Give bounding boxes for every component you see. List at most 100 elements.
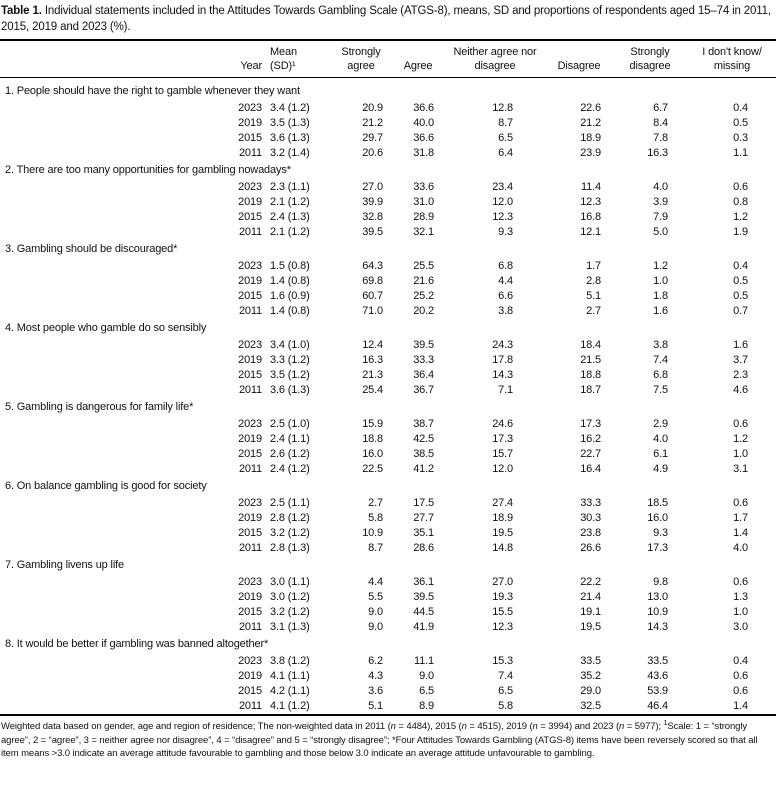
cell-strongly-disagree: 14.3 <box>647 621 668 633</box>
cell-mean-sd: 2.4 (1.3) <box>270 211 310 223</box>
cell-strongly-agree: 16.0 <box>362 448 383 460</box>
cell-year: 2019 <box>238 512 262 524</box>
cell-strongly-disagree: 4.0 <box>653 181 668 193</box>
cell-strongly-disagree: 1.8 <box>653 290 668 302</box>
cell-neither: 12.3 <box>492 621 513 633</box>
table-row: 2019 2.1 (1.2) 39.9 31.0 12.0 12.3 3.9 0.8 <box>0 195 776 210</box>
cell-dont-know: 1.9 <box>733 226 748 238</box>
cell-strongly-disagree: 5.0 <box>653 226 668 238</box>
cell-strongly-disagree: 9.8 <box>653 576 668 588</box>
cell-disagree: 22.2 <box>580 576 601 588</box>
statement-text: 7. Gambling livens up life <box>5 559 124 571</box>
cell-mean-sd: 2.5 (1.1) <box>270 497 310 509</box>
statement-row: 8. It would be better if gambling was ba… <box>0 635 776 652</box>
cell-dont-know: 3.0 <box>733 621 748 633</box>
cell-mean-sd: 2.5 (1.0) <box>270 418 310 430</box>
cell-year: 2011 <box>238 384 262 396</box>
table-row: 2015 3.6 (1.3) 29.7 36.6 6.5 18.9 7.8 0.3 <box>0 131 776 146</box>
statement-spacer <box>0 669 232 684</box>
cell-strongly-disagree: 7.8 <box>653 132 668 144</box>
cell-dont-know: 1.0 <box>733 606 748 618</box>
cell-mean-sd: 1.4 (0.8) <box>270 275 310 287</box>
table-row: 2011 2.4 (1.2) 22.5 41.2 12.0 16.4 4.9 3.1 <box>0 462 776 477</box>
cell-disagree: 16.8 <box>580 211 601 223</box>
cell-disagree: 32.5 <box>580 700 601 712</box>
cell-dont-know: 0.4 <box>733 655 748 667</box>
cell-neither: 17.8 <box>492 354 513 366</box>
statement-row: 1. People should have the right to gambl… <box>0 78 776 100</box>
cell-year: 2019 <box>238 433 262 445</box>
statement-spacer <box>0 225 232 240</box>
statement-spacer <box>0 447 232 462</box>
table-title-text: Individual statements included in the At… <box>1 5 771 33</box>
cell-year: 2019 <box>238 117 262 129</box>
cell-dont-know: 0.4 <box>733 260 748 272</box>
cell-dont-know: 0.4 <box>733 102 748 114</box>
cell-mean-sd: 3.5 (1.3) <box>270 117 310 129</box>
table-row: 2015 3.2 (1.2) 9.0 44.5 15.5 19.1 10.9 1.0 <box>0 605 776 620</box>
table-title-label: Table 1. <box>1 5 42 17</box>
cell-neither: 18.9 <box>492 512 513 524</box>
cell-strongly-agree: 60.7 <box>362 290 383 302</box>
table-footnote: Weighted data based on gender, age and r… <box>0 720 776 761</box>
cell-dont-know: 0.5 <box>733 290 748 302</box>
statement-text: 3. Gambling should be discouraged* <box>5 243 178 255</box>
cell-strongly-disagree: 3.8 <box>653 339 668 351</box>
cell-neither: 6.8 <box>498 260 513 272</box>
footnote-segment: n <box>532 721 538 732</box>
header-dont-know: I don't know/ missing <box>688 40 776 78</box>
cell-neither: 8.7 <box>498 117 513 129</box>
footnote-segment: Scale: 1 = “strongly agree”, 2 = “agree”… <box>1 721 758 759</box>
cell-dont-know: 1.0 <box>733 448 748 460</box>
statement-spacer <box>0 511 232 526</box>
cell-agree: 38.7 <box>413 418 434 430</box>
cell-dont-know: 2.3 <box>733 369 748 381</box>
cell-dont-know: 4.6 <box>733 384 748 396</box>
cell-mean-sd: 4.1 (1.1) <box>270 670 310 682</box>
cell-strongly-disagree: 1.0 <box>653 275 668 287</box>
statement-spacer <box>0 195 232 210</box>
cell-neither: 15.5 <box>492 606 513 618</box>
cell-agree: 27.7 <box>413 512 434 524</box>
statement-spacer <box>0 684 232 699</box>
cell-strongly-disagree: 8.4 <box>653 117 668 129</box>
cell-neither: 24.6 <box>492 418 513 430</box>
statement-spacer <box>0 462 232 477</box>
cell-strongly-agree: 32.8 <box>362 211 383 223</box>
cell-agree: 35.1 <box>413 527 434 539</box>
header-statement <box>0 40 232 78</box>
cell-strongly-agree: 27.0 <box>362 181 383 193</box>
cell-year: 2015 <box>238 685 262 697</box>
table-row: 2019 3.3 (1.2) 16.3 33.3 17.8 21.5 7.4 3.7 <box>0 353 776 368</box>
statement-spacer <box>0 652 232 669</box>
statement-row: 2. There are too many opportunities for … <box>0 161 776 178</box>
table-row: 2011 3.1 (1.3) 9.0 41.9 12.3 19.5 14.3 3.0 <box>0 620 776 635</box>
cell-year: 2019 <box>238 591 262 603</box>
cell-dont-know: 1.1 <box>733 147 748 159</box>
statement-spacer <box>0 353 232 368</box>
cell-disagree: 12.1 <box>580 226 601 238</box>
cell-disagree: 16.2 <box>580 433 601 445</box>
cell-agree: 33.6 <box>413 181 434 193</box>
table-row: 2023 3.8 (1.2) 6.2 11.1 15.3 33.5 33.5 0.4 <box>0 652 776 669</box>
cell-strongly-agree: 3.6 <box>368 685 383 697</box>
cell-mean-sd: 1.6 (0.9) <box>270 290 310 302</box>
table-row: 2023 3.4 (1.2) 20.9 36.6 12.8 22.6 6.7 0.4 <box>0 99 776 116</box>
cell-disagree: 18.7 <box>580 384 601 396</box>
cell-strongly-disagree: 53.9 <box>647 685 668 697</box>
cell-dont-know: 1.2 <box>733 433 748 445</box>
cell-agree: 32.1 <box>413 226 434 238</box>
cell-mean-sd: 2.8 (1.3) <box>270 542 310 554</box>
cell-agree: 20.2 <box>413 305 434 317</box>
cell-disagree: 23.8 <box>580 527 601 539</box>
cell-agree: 36.4 <box>413 369 434 381</box>
cell-strongly-disagree: 10.9 <box>647 606 668 618</box>
header-year: Year <box>232 40 266 78</box>
cell-dont-know: 1.6 <box>733 339 748 351</box>
statement-spacer <box>0 289 232 304</box>
statement-spacer <box>0 605 232 620</box>
cell-disagree: 17.3 <box>580 418 601 430</box>
cell-neither: 19.5 <box>492 527 513 539</box>
statement-spacer <box>0 146 232 161</box>
cell-strongly-disagree: 7.5 <box>653 384 668 396</box>
